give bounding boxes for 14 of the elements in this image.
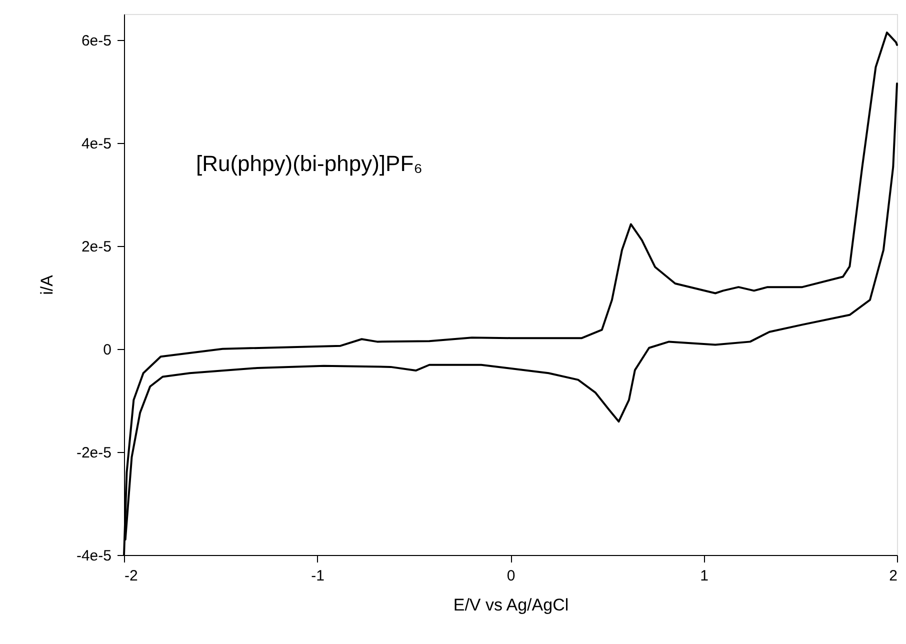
y-tick-label: 2e-5 (81, 238, 112, 256)
y-tick-label: -2e-5 (76, 444, 112, 462)
y-tick-label: 6e-5 (81, 32, 112, 50)
annotation: [Ru(phpy)(bi-phpy)]PF₆ (196, 151, 422, 176)
y-tick-label: 4e-5 (81, 135, 112, 152)
x-tick-label: -2 (124, 568, 138, 584)
x-tick-label: -1 (311, 568, 324, 584)
x-axis-title: E/V vs Ag/AgCl (453, 596, 569, 614)
y-tick-label: 0 (103, 341, 112, 358)
x-tick-label: 2 (889, 568, 898, 584)
x-tick-label: 0 (506, 568, 516, 584)
x-tick-label: 1 (700, 568, 708, 584)
y-axis-title: i/A (37, 274, 56, 295)
y-tick-label: -4e-5 (76, 548, 112, 564)
